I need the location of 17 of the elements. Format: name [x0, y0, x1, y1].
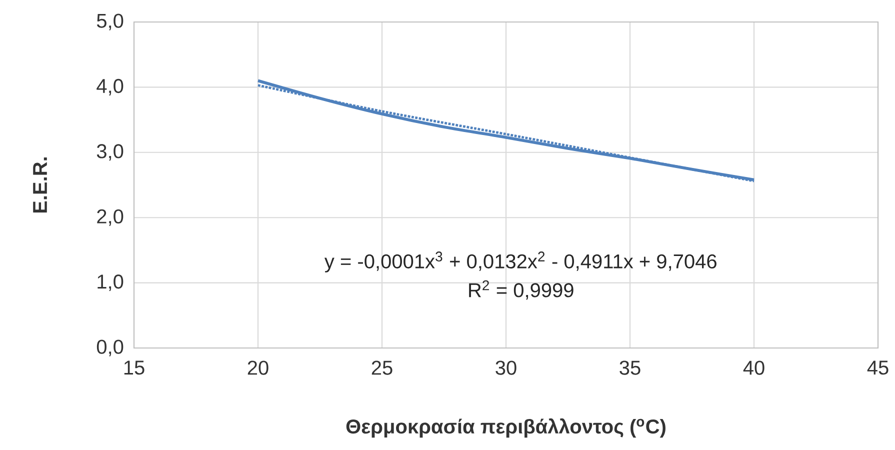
y-tick-label: 4,0	[96, 78, 124, 96]
y-axis-title: E.E.R.	[33, 157, 47, 213]
x-tick-label: 20	[248, 360, 268, 375]
x-tick-label: 30	[496, 360, 516, 375]
annotation: y = -0,0001x$^{3}$ + 0,0132x$^{2}$ - 0,4911x + 9,7046	[324, 252, 716, 272]
x-axis-title: Θερμοκρασία περιβάλλοντος ($^{o}$C)	[346, 418, 666, 438]
y-tick-label: 3,0	[96, 144, 124, 161]
y-tick-label: 2,0	[97, 209, 124, 226]
y-tick-label: 5,0	[96, 14, 124, 30]
x-tick-label: 35	[620, 360, 640, 375]
x-tick-label: 40	[743, 360, 764, 375]
annotation: R$^{2}$ = 0,9999	[469, 280, 574, 300]
x-tick-label: 45	[867, 360, 888, 375]
x-tick-label: 15	[124, 360, 144, 375]
y-tick-label: 0,0	[96, 340, 124, 356]
x-tick-label: 25	[372, 360, 392, 375]
y-tick-label: 1,0	[98, 274, 124, 292]
